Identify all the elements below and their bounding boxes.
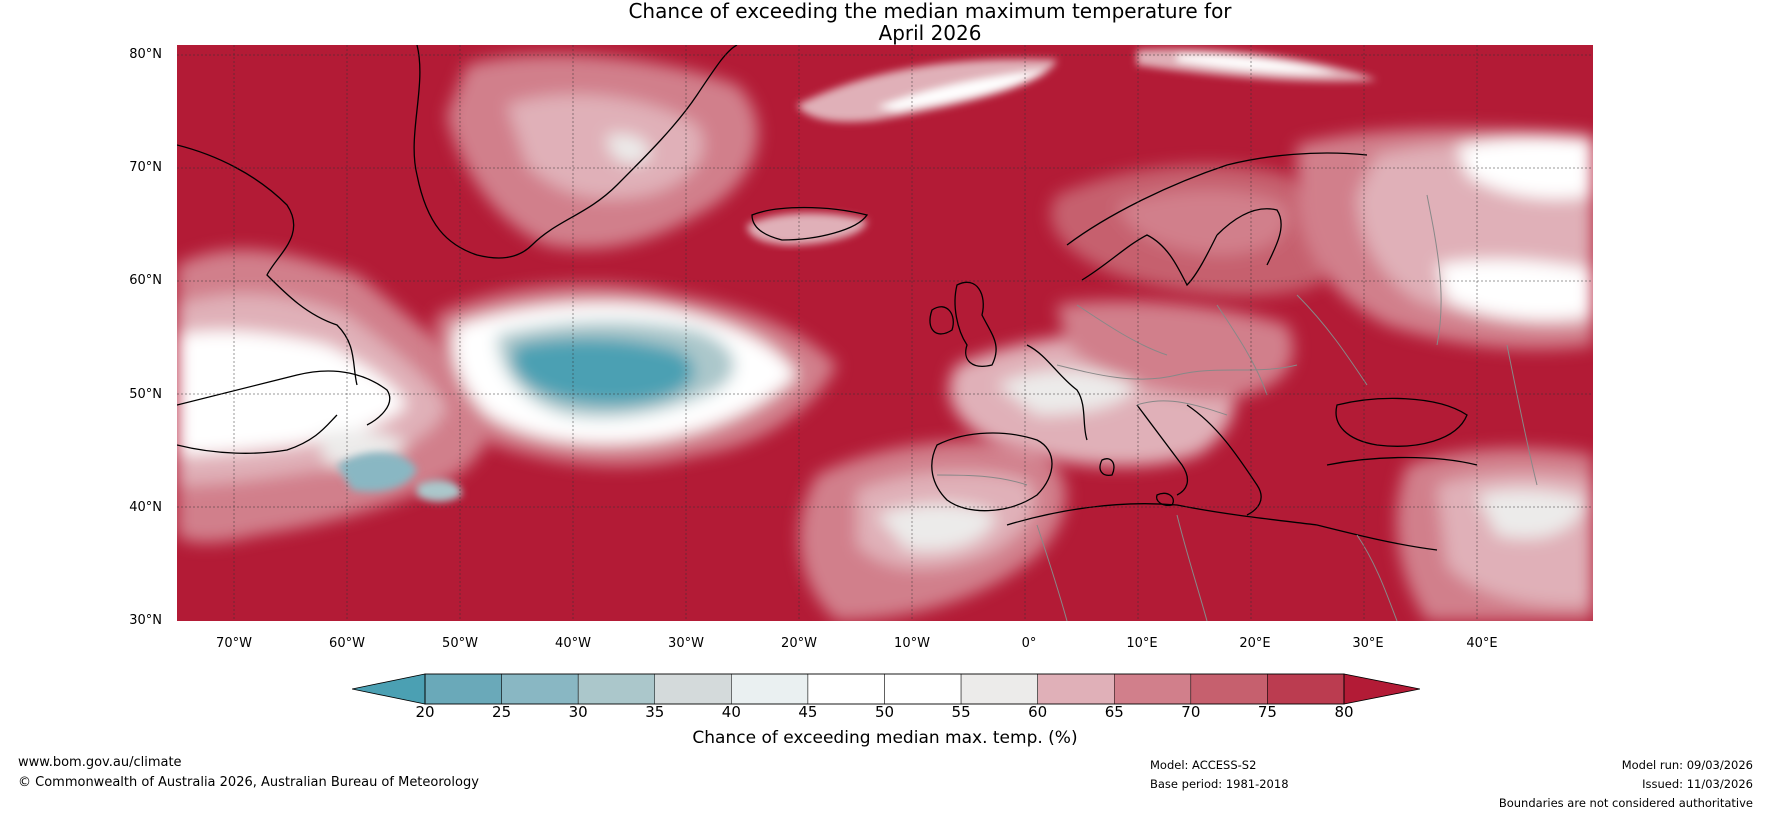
- colorbar-tick-label: 80: [1334, 703, 1354, 721]
- graticule: [177, 45, 1593, 621]
- newfoundland-cold-spot: [337, 452, 462, 502]
- colorbar-segment: [1190, 673, 1268, 705]
- title-line-1: Chance of exceeding the median maximum t…: [628, 0, 1232, 23]
- lon-label-70w: 70°W: [216, 636, 252, 651]
- lon-label-20e: 20°E: [1239, 636, 1271, 651]
- colorbar-segment: [654, 673, 732, 705]
- lat-label-30n: 30°N: [129, 613, 162, 628]
- iceland-anomaly: [747, 213, 867, 245]
- lon-label-30w: 30°W: [668, 636, 704, 651]
- chart-title: Chance of exceeding the median maximum t…: [0, 0, 1770, 44]
- base-period-text: Base period: 1981-2018: [1150, 777, 1289, 791]
- website-link[interactable]: www.bom.gov.au/climate: [18, 755, 182, 770]
- lat-label-50n: 50°N: [129, 387, 162, 402]
- model-run-text: Model run: 09/03/2026: [1621, 758, 1753, 772]
- copyright-text: © Commonwealth of Australia 2026, Austra…: [18, 775, 479, 790]
- colorbar-tick-label: 40: [721, 703, 741, 721]
- temperature-probability-map: [177, 45, 1593, 621]
- colorbar-segment: [577, 673, 656, 705]
- colorbar-tick-label: 60: [1028, 703, 1048, 721]
- colorbar-tick-label: 30: [568, 703, 588, 721]
- lon-label-30e: 30°E: [1352, 636, 1384, 651]
- lon-label-40e: 40°E: [1466, 636, 1498, 651]
- colorbar-segment: [424, 673, 502, 705]
- greenland-anomaly: [447, 54, 758, 249]
- lat-label-60n: 60°N: [129, 273, 162, 288]
- iberia-africa-anomaly: [799, 441, 1066, 621]
- colorbar-tick-label: 20: [415, 703, 435, 721]
- colorbar-tick-label: 65: [1104, 703, 1124, 721]
- colorbar-tick-label: 75: [1257, 703, 1277, 721]
- colorbar-max-arrow: [1343, 673, 1420, 705]
- map-canvas: [177, 45, 1593, 621]
- colorbar-tick-label: 45: [798, 703, 818, 721]
- lon-label-50w: 50°W: [442, 636, 478, 651]
- colorbar-segment: [501, 673, 579, 705]
- colorbar-min-arrow: [352, 673, 426, 705]
- coastlines: [177, 45, 1478, 551]
- colorbar-segment: [884, 673, 962, 705]
- colorbar-segment: [1114, 673, 1192, 705]
- lat-label-70n: 70°N: [129, 160, 162, 175]
- colorbar-label: Chance of exceeding median max. temp. (%…: [692, 728, 1078, 748]
- colorbar-tick-label: 35: [645, 703, 665, 721]
- lon-label-10e: 10°E: [1126, 636, 1158, 651]
- lon-label-10w: 10°W: [894, 636, 930, 651]
- lat-label-80n: 80°N: [129, 47, 162, 62]
- middle-east-anomaly: [1396, 448, 1593, 621]
- model-text: Model: ACCESS-S2: [1150, 758, 1257, 772]
- colorbar-tick-label: 25: [492, 703, 512, 721]
- colorbar-frame: [424, 673, 1345, 705]
- colorbar-segment: [731, 673, 809, 705]
- lat-label-40n: 40°N: [129, 500, 162, 515]
- colorbar-segment: [1037, 673, 1115, 705]
- colorbar-segment: [960, 673, 1038, 705]
- lon-label-60w: 60°W: [329, 636, 365, 651]
- lon-label-20w: 20°W: [781, 636, 817, 651]
- colorbar-segment: [807, 673, 885, 705]
- colorbar-tick-label: 70: [1181, 703, 1201, 721]
- atlantic-cold-anomaly: [435, 284, 837, 466]
- colorbar-tick-label: 50: [874, 703, 895, 721]
- lon-label-40w: 40°W: [555, 636, 591, 651]
- colorbar: [352, 673, 1420, 705]
- title-line-2: April 2026: [878, 21, 982, 45]
- europe-anomaly: [949, 301, 1294, 466]
- arctic-anomaly: [797, 49, 1377, 122]
- lon-label-0: 0°: [1021, 636, 1037, 651]
- colorbar-tick-label: 55: [951, 703, 971, 721]
- disclaimer-text: Boundaries are not considered authoritat…: [1498, 796, 1753, 810]
- issued-text: Issued: 11/03/2026: [1642, 777, 1753, 791]
- russia-anomaly: [1297, 128, 1593, 349]
- country-boundaries: [936, 194, 1538, 621]
- colorbar-segment: [1267, 673, 1345, 705]
